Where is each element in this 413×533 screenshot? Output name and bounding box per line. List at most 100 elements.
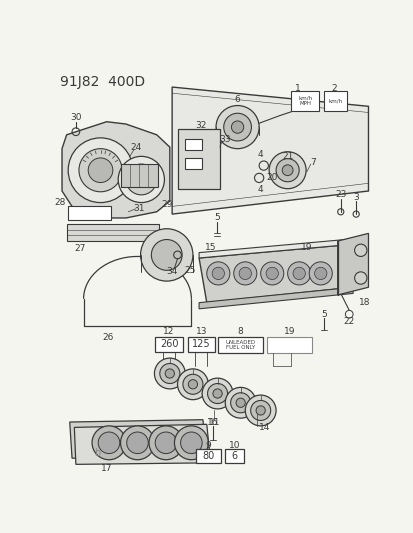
Text: UNLEADED
FUEL ONLY: UNLEADED FUEL ONLY	[225, 340, 255, 350]
Circle shape	[233, 262, 256, 285]
Circle shape	[314, 267, 326, 280]
Circle shape	[188, 379, 197, 389]
Circle shape	[212, 389, 222, 398]
Text: 260: 260	[159, 339, 178, 349]
Circle shape	[239, 267, 251, 280]
Circle shape	[231, 121, 243, 133]
Circle shape	[165, 369, 174, 378]
Text: 10: 10	[228, 441, 240, 450]
Circle shape	[68, 138, 133, 203]
Circle shape	[287, 262, 310, 285]
Text: 4: 4	[257, 150, 263, 159]
Circle shape	[216, 106, 259, 149]
Text: 3: 3	[352, 192, 358, 201]
Bar	[185, 140, 202, 150]
Text: 28: 28	[55, 198, 66, 207]
Text: 20: 20	[266, 173, 277, 182]
Circle shape	[244, 395, 275, 426]
Circle shape	[211, 267, 224, 280]
Bar	[120, 164, 157, 187]
Circle shape	[354, 244, 366, 256]
Text: 15: 15	[204, 243, 216, 252]
Text: 17: 17	[101, 464, 112, 473]
Text: 25: 25	[184, 266, 195, 275]
Text: 14: 14	[258, 423, 270, 432]
Text: 26: 26	[102, 333, 114, 342]
Polygon shape	[172, 87, 368, 214]
Bar	[266, 336, 311, 353]
Bar	[323, 91, 346, 111]
Text: 31: 31	[133, 204, 145, 213]
Circle shape	[174, 426, 208, 460]
Circle shape	[225, 387, 256, 418]
Circle shape	[292, 267, 305, 280]
Text: 16: 16	[206, 417, 218, 426]
Text: 30: 30	[70, 114, 81, 123]
Circle shape	[183, 374, 202, 394]
Text: 5: 5	[320, 310, 326, 319]
Text: 5: 5	[214, 213, 219, 222]
Circle shape	[206, 262, 229, 285]
Polygon shape	[69, 419, 206, 458]
Circle shape	[309, 262, 332, 285]
Text: 9: 9	[205, 441, 211, 450]
Circle shape	[140, 229, 192, 281]
Circle shape	[250, 400, 270, 421]
Circle shape	[120, 426, 154, 460]
Bar	[218, 336, 262, 353]
Text: 22: 22	[343, 318, 354, 326]
Text: 29: 29	[161, 199, 172, 208]
Text: 13: 13	[195, 327, 206, 336]
Circle shape	[235, 398, 244, 407]
Text: 12: 12	[163, 327, 174, 336]
Circle shape	[149, 426, 183, 460]
Circle shape	[79, 149, 122, 192]
Circle shape	[260, 262, 283, 285]
Polygon shape	[337, 233, 368, 295]
Circle shape	[118, 156, 164, 203]
Circle shape	[275, 159, 299, 182]
Circle shape	[159, 364, 179, 384]
Text: 21: 21	[282, 152, 293, 161]
Circle shape	[98, 432, 119, 454]
Text: 91J82  400D: 91J82 400D	[60, 75, 145, 88]
Bar	[177, 130, 219, 189]
Bar	[155, 336, 183, 352]
Circle shape	[354, 272, 366, 284]
Text: 6: 6	[234, 95, 240, 104]
Text: 11: 11	[208, 418, 220, 427]
Text: 32: 32	[195, 121, 206, 130]
Circle shape	[126, 164, 157, 195]
Text: 34: 34	[166, 268, 178, 276]
Text: 125: 125	[192, 339, 210, 349]
Text: km/h
MPH: km/h MPH	[297, 95, 312, 106]
Text: 24: 24	[130, 143, 141, 151]
Bar	[225, 449, 243, 463]
Text: 18: 18	[358, 298, 370, 307]
Bar	[68, 206, 111, 220]
Circle shape	[223, 113, 251, 141]
Polygon shape	[199, 287, 352, 309]
Text: 80: 80	[202, 451, 214, 461]
Circle shape	[177, 369, 208, 400]
Text: 33: 33	[219, 135, 230, 144]
Circle shape	[155, 432, 176, 454]
Bar	[291, 91, 318, 111]
Circle shape	[268, 152, 305, 189]
Text: 8: 8	[237, 327, 243, 336]
Polygon shape	[62, 122, 169, 218]
Polygon shape	[199, 239, 344, 258]
Text: 1: 1	[294, 84, 300, 93]
Polygon shape	[199, 245, 352, 303]
Text: 19: 19	[283, 327, 295, 336]
Bar	[187, 336, 215, 352]
Circle shape	[180, 432, 202, 454]
Polygon shape	[66, 224, 159, 241]
Circle shape	[202, 378, 233, 409]
Circle shape	[133, 172, 149, 187]
Circle shape	[154, 358, 185, 389]
Bar	[185, 158, 202, 168]
Text: b: b	[94, 448, 100, 458]
Circle shape	[126, 432, 148, 454]
Text: 6: 6	[231, 451, 237, 461]
